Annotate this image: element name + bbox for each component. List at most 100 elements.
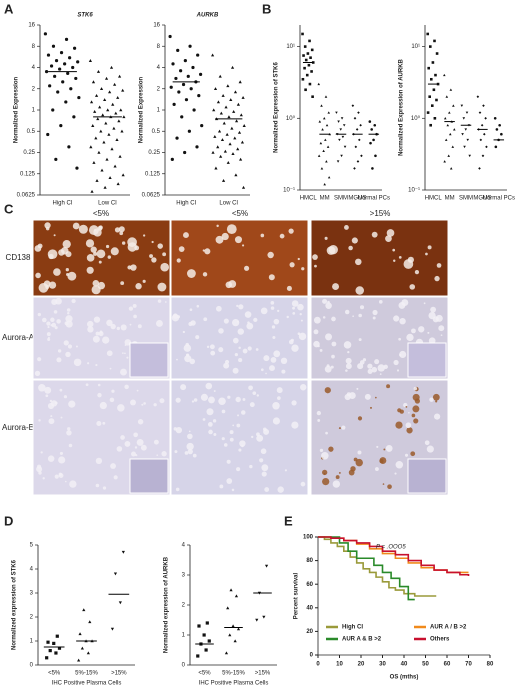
data-point bbox=[233, 136, 237, 140]
tissue-texture bbox=[159, 398, 165, 404]
data-point bbox=[461, 133, 464, 136]
tissue-texture bbox=[65, 351, 71, 358]
data-point bbox=[468, 154, 472, 158]
x-tick-label: 10 bbox=[336, 662, 343, 668]
x-tick-label: SMM bbox=[459, 196, 473, 202]
tissue-texture bbox=[57, 349, 62, 353]
x-tick-label: High CI bbox=[176, 201, 196, 207]
tissue-texture bbox=[50, 317, 55, 322]
tissue-texture bbox=[386, 384, 391, 389]
data-point bbox=[324, 95, 328, 98]
data-point bbox=[86, 651, 90, 655]
tissue-texture bbox=[325, 302, 332, 309]
tissue-texture bbox=[186, 442, 194, 451]
x-tick-label: 50 bbox=[422, 662, 429, 668]
tissue-texture bbox=[122, 352, 124, 354]
tissue-texture bbox=[221, 437, 225, 441]
x-tick-label: HMCL bbox=[425, 196, 443, 202]
data-point bbox=[452, 104, 455, 107]
data-point bbox=[43, 32, 48, 36]
tissue-texture bbox=[413, 386, 418, 391]
tissue-texture bbox=[218, 328, 224, 334]
tissue-texture bbox=[48, 281, 57, 289]
data-point bbox=[223, 149, 227, 153]
tissue-texture bbox=[44, 386, 52, 394]
tissue-texture bbox=[241, 244, 245, 247]
tissue-texture bbox=[436, 263, 442, 268]
tissue-texture bbox=[286, 285, 292, 291]
survival-curve bbox=[318, 536, 437, 597]
tissue-texture bbox=[133, 432, 138, 438]
data-point bbox=[74, 76, 78, 81]
tissue-texture bbox=[51, 322, 57, 328]
tissue-texture bbox=[221, 232, 229, 241]
data-point bbox=[369, 141, 372, 145]
tissue-texture bbox=[59, 388, 63, 392]
tissue-texture bbox=[45, 285, 50, 289]
tissue-texture bbox=[47, 326, 50, 329]
tissue-texture bbox=[46, 321, 51, 326]
data-point bbox=[310, 48, 314, 52]
tissue-texture bbox=[272, 417, 281, 425]
tissue-texture bbox=[396, 369, 400, 372]
tissue-texture bbox=[188, 430, 191, 433]
data-point bbox=[355, 128, 359, 131]
column-header: <5% bbox=[232, 209, 248, 218]
data-point bbox=[211, 53, 215, 57]
data-point bbox=[478, 111, 482, 114]
tissue-texture bbox=[92, 335, 100, 343]
tissue-texture bbox=[204, 248, 211, 255]
data-point bbox=[75, 166, 79, 170]
tissue-texture bbox=[208, 396, 215, 404]
data-point bbox=[175, 136, 179, 140]
data-point bbox=[232, 109, 236, 113]
tissue-texture bbox=[270, 357, 277, 363]
tissue-texture bbox=[338, 427, 341, 430]
tissue-texture bbox=[355, 258, 362, 266]
tissue-texture bbox=[377, 364, 385, 372]
tissue-texture bbox=[128, 306, 134, 311]
x-tick-label: MGUS bbox=[473, 196, 491, 202]
tissue-texture bbox=[385, 235, 392, 242]
data-point bbox=[103, 185, 107, 189]
data-point bbox=[322, 116, 326, 120]
data-point bbox=[106, 108, 110, 112]
tissue-texture bbox=[237, 328, 244, 335]
tissue-texture bbox=[238, 448, 242, 452]
tissue-texture bbox=[119, 231, 124, 236]
data-point bbox=[231, 624, 235, 628]
tissue-texture bbox=[325, 333, 333, 341]
tissue-texture bbox=[288, 339, 294, 345]
y-tick-label: 10⁰ bbox=[411, 115, 421, 122]
data-point bbox=[228, 633, 232, 637]
y-tick-label: 16 bbox=[153, 23, 160, 29]
data-point bbox=[481, 154, 485, 158]
tissue-texture bbox=[106, 350, 113, 357]
tissue-texture bbox=[428, 337, 436, 345]
data-point bbox=[222, 121, 226, 125]
data-point bbox=[69, 87, 73, 91]
tissue-texture bbox=[49, 399, 53, 403]
tissue-texture bbox=[291, 400, 297, 406]
data-point bbox=[357, 111, 360, 114]
data-point bbox=[234, 119, 239, 123]
x-tick-label: 30 bbox=[379, 662, 386, 668]
tissue-texture bbox=[256, 434, 264, 442]
tissue-texture bbox=[394, 472, 397, 475]
data-point bbox=[198, 72, 203, 76]
tissue-texture bbox=[34, 245, 42, 252]
tissue-texture bbox=[36, 466, 43, 473]
y-tick-label: 10¹ bbox=[286, 44, 295, 50]
data-point bbox=[100, 168, 104, 172]
data-point bbox=[89, 100, 94, 104]
y-axis-title: Normalized expression of STK6 bbox=[12, 559, 18, 650]
tissue-texture bbox=[379, 373, 382, 375]
data-point bbox=[336, 160, 340, 163]
chart-title: AURKB bbox=[196, 13, 219, 19]
data-point bbox=[434, 73, 437, 77]
tissue-texture bbox=[328, 446, 334, 452]
tissue-texture bbox=[111, 389, 115, 393]
tissue-texture bbox=[176, 358, 178, 361]
tissue-texture bbox=[218, 347, 224, 353]
tissue-texture bbox=[277, 396, 281, 400]
